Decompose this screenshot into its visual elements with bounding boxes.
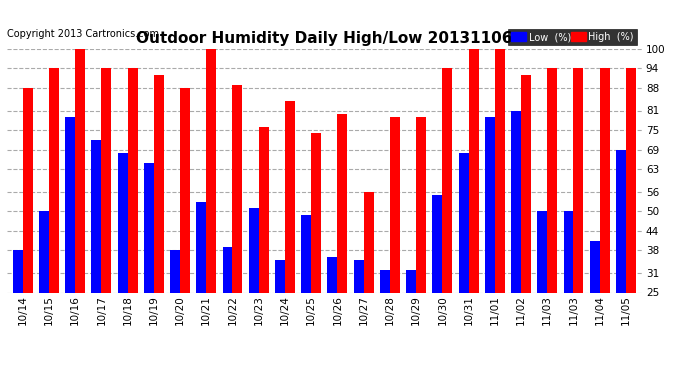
Bar bbox=[538, 211, 547, 292]
Bar bbox=[206, 49, 216, 292]
Bar bbox=[12, 250, 23, 292]
Bar bbox=[600, 68, 610, 292]
Bar bbox=[469, 49, 479, 292]
Bar bbox=[275, 260, 285, 292]
Bar bbox=[573, 68, 584, 292]
Bar bbox=[459, 153, 469, 292]
Bar bbox=[249, 208, 259, 292]
Bar bbox=[564, 211, 573, 292]
Bar bbox=[65, 117, 75, 292]
Bar bbox=[117, 153, 128, 292]
Bar bbox=[590, 240, 600, 292]
Bar bbox=[495, 49, 505, 292]
Bar bbox=[390, 117, 400, 292]
Bar bbox=[180, 88, 190, 292]
Bar bbox=[442, 68, 453, 292]
Bar bbox=[626, 68, 636, 292]
Bar bbox=[196, 201, 206, 292]
Title: Outdoor Humidity Daily High/Low 20131106: Outdoor Humidity Daily High/Low 20131106 bbox=[136, 31, 513, 46]
Bar bbox=[311, 133, 321, 292]
Bar bbox=[406, 270, 416, 292]
Bar bbox=[222, 247, 233, 292]
Bar bbox=[285, 101, 295, 292]
Bar bbox=[302, 214, 311, 292]
Text: Copyright 2013 Cartronics.com: Copyright 2013 Cartronics.com bbox=[7, 29, 159, 39]
Bar bbox=[328, 257, 337, 292]
Bar bbox=[354, 260, 364, 292]
Bar bbox=[91, 140, 101, 292]
Bar bbox=[511, 111, 521, 292]
Bar bbox=[144, 162, 154, 292]
Bar bbox=[39, 211, 49, 292]
Bar bbox=[170, 250, 180, 292]
Bar bbox=[433, 195, 442, 292]
Bar bbox=[49, 68, 59, 292]
Legend: Low  (%), High  (%): Low (%), High (%) bbox=[509, 29, 637, 45]
Bar bbox=[521, 75, 531, 292]
Bar bbox=[416, 117, 426, 292]
Bar bbox=[128, 68, 137, 292]
Bar bbox=[23, 88, 32, 292]
Bar bbox=[616, 150, 626, 292]
Bar bbox=[154, 75, 164, 292]
Bar bbox=[380, 270, 390, 292]
Bar bbox=[101, 68, 111, 292]
Bar bbox=[547, 68, 558, 292]
Bar bbox=[75, 49, 85, 292]
Bar bbox=[337, 114, 347, 292]
Bar bbox=[485, 117, 495, 292]
Bar bbox=[364, 192, 373, 292]
Bar bbox=[233, 84, 242, 292]
Bar bbox=[259, 127, 268, 292]
